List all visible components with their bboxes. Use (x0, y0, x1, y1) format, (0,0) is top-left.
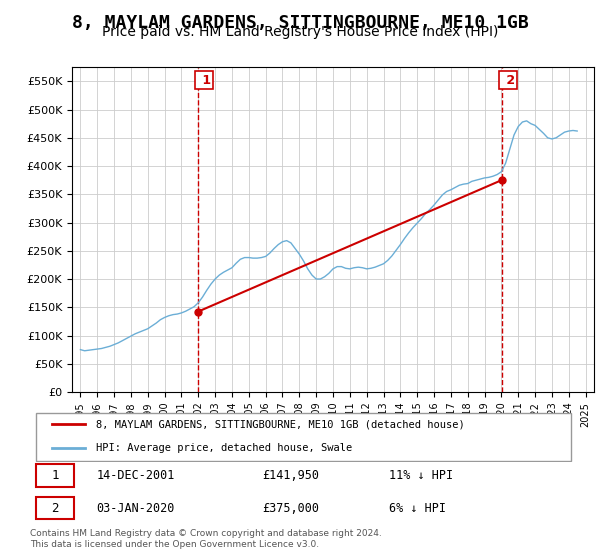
Text: 2: 2 (502, 74, 515, 87)
Text: Contains HM Land Registry data © Crown copyright and database right 2024.
This d: Contains HM Land Registry data © Crown c… (30, 529, 382, 549)
Text: 8, MAYLAM GARDENS, SITTINGBOURNE, ME10 1GB: 8, MAYLAM GARDENS, SITTINGBOURNE, ME10 1… (71, 14, 529, 32)
FancyBboxPatch shape (35, 464, 74, 487)
FancyBboxPatch shape (35, 497, 74, 519)
FancyBboxPatch shape (35, 413, 571, 461)
Text: 14-DEC-2001: 14-DEC-2001 (96, 469, 175, 482)
Text: 1: 1 (197, 74, 211, 87)
Text: 6% ↓ HPI: 6% ↓ HPI (389, 502, 446, 515)
Text: Price paid vs. HM Land Registry's House Price Index (HPI): Price paid vs. HM Land Registry's House … (102, 25, 498, 39)
Text: 03-JAN-2020: 03-JAN-2020 (96, 502, 175, 515)
Text: £375,000: £375,000 (262, 502, 319, 515)
Text: 8, MAYLAM GARDENS, SITTINGBOURNE, ME10 1GB (detached house): 8, MAYLAM GARDENS, SITTINGBOURNE, ME10 1… (96, 419, 465, 429)
Text: £141,950: £141,950 (262, 469, 319, 482)
Text: HPI: Average price, detached house, Swale: HPI: Average price, detached house, Swal… (96, 443, 352, 453)
Text: 1: 1 (51, 469, 59, 482)
Text: 2: 2 (51, 502, 59, 515)
Text: 11% ↓ HPI: 11% ↓ HPI (389, 469, 453, 482)
